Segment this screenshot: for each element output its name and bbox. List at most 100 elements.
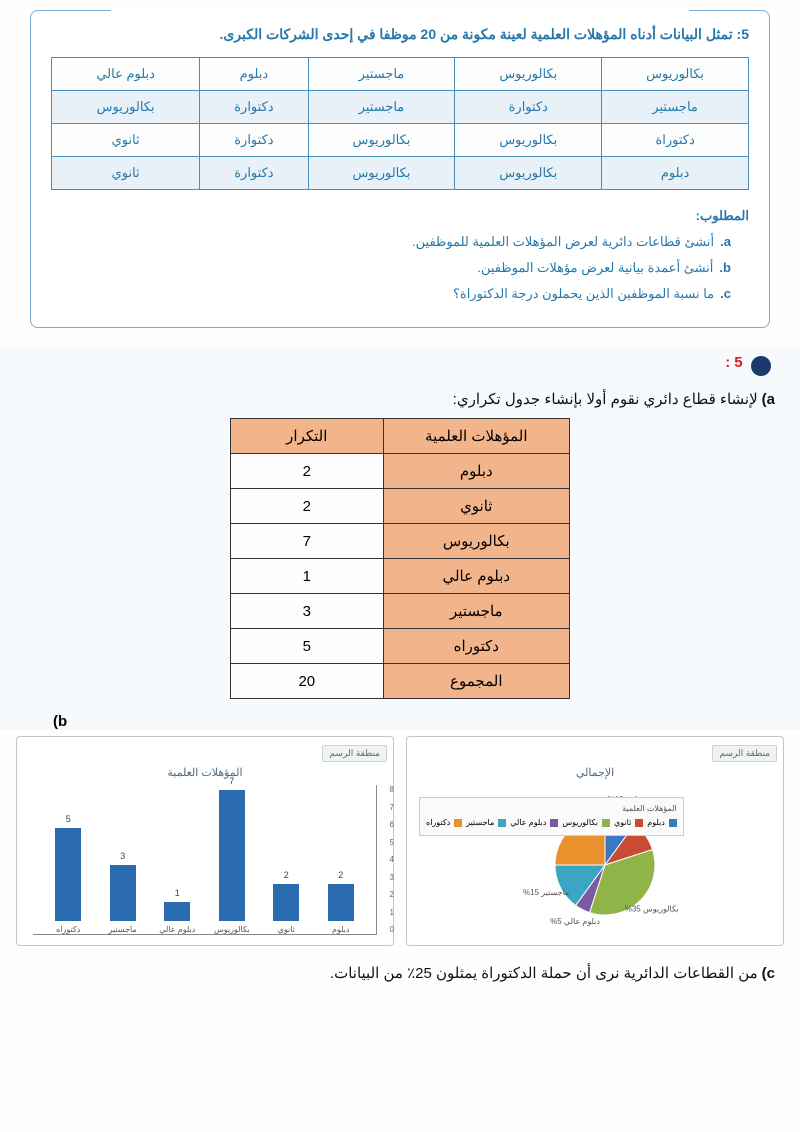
- pie-chart-title: الإجمالي: [413, 766, 777, 779]
- bar-chart-box: منطقة الرسم المؤهلات العلمية 012345678 5…: [16, 736, 394, 946]
- freq-header-cat: المؤهلات العلمية: [383, 419, 569, 454]
- frequency-table: المؤهلات العلمية التكرار دبلوم2ثانوي2بكا…: [230, 418, 570, 699]
- bar-y-labels: 012345678: [390, 785, 394, 934]
- bar: 5: [55, 828, 81, 921]
- freq-val: 5: [231, 629, 384, 664]
- legend-label: دبلوم: [647, 818, 665, 827]
- bar-label: بكالوريوس: [214, 925, 250, 934]
- req-b-letter: b.: [719, 260, 731, 275]
- bar: 7: [219, 790, 245, 921]
- bar-item: 7 بكالوريوس: [217, 790, 247, 934]
- bar-group: 5دكتوراه3ماجستير1دبلوم عالي7بكالوريوس2ثا…: [41, 785, 368, 934]
- pie-legend: المؤهلات العلمية دبلوم ثانوي بكالوريوس دبلو…: [419, 797, 684, 836]
- pie-slice-label: دبلوم عالي 5%: [550, 917, 600, 926]
- req-a-letter: a.: [720, 234, 731, 249]
- req-c-letter: c.: [720, 286, 731, 301]
- y-tick: 2: [390, 890, 394, 899]
- freq-cat: ثانوي: [383, 489, 569, 524]
- freq-val: 2: [231, 454, 384, 489]
- bar-chart-area: 012345678 5دكتوراه3ماجستير1دبلوم عالي7بك…: [33, 785, 377, 935]
- freq-val: 2: [231, 489, 384, 524]
- answer-number: 5: [734, 354, 742, 371]
- data-cell: دكتوراة: [602, 124, 749, 157]
- freq-cat: المجموع: [383, 664, 569, 699]
- bar-label: دبلوم عالي: [159, 925, 195, 934]
- y-tick: 1: [390, 908, 394, 917]
- pie-slice-label: ماجستير 15%: [523, 888, 569, 897]
- y-tick: 3: [390, 873, 394, 882]
- y-tick: 0: [390, 925, 394, 934]
- data-cell: بكالوريوس: [455, 124, 602, 157]
- data-cell: دكتوارة: [200, 124, 308, 157]
- legend-item: ماجستير: [466, 818, 506, 827]
- req-c-text: ما نسبة الموظفين الذين يحملون درجة الدكت…: [453, 286, 714, 301]
- legend-swatch: [498, 819, 506, 827]
- legend-label: دكتوراه: [426, 818, 450, 827]
- required-label: المطلوب:: [51, 208, 749, 224]
- question-box: 5: تمثل البيانات أدناه المؤهلات العلمية …: [30, 10, 770, 328]
- bar: 2: [273, 884, 299, 921]
- req-a: a. أنشئ قطاعات دائرية لعرض المؤهلات العلم…: [51, 234, 731, 250]
- data-cell: ثانوي: [52, 124, 200, 157]
- y-tick: 7: [390, 803, 394, 812]
- q-text-before: : تمثل البيانات أدناه المؤهلات العلمية ل…: [436, 26, 741, 42]
- data-cell: دكتوارة: [455, 91, 602, 124]
- q-text-after: موظفا في إحدى الشركات الكبرى.: [219, 26, 420, 42]
- bar: 2: [328, 884, 354, 921]
- data-cell: ماجستير: [602, 91, 749, 124]
- y-tick: 8: [390, 785, 394, 794]
- pie-legend-title: المؤهلات العلمية: [426, 804, 677, 813]
- legend-swatch: [602, 819, 610, 827]
- legend-swatch: [454, 819, 462, 827]
- freq-cat: ماجستير: [383, 594, 569, 629]
- bar-item: 2 دبلوم: [326, 884, 356, 934]
- bar-value: 1: [164, 888, 190, 898]
- bar-box-label: منطقة الرسم: [322, 745, 387, 762]
- data-cell: بكالوريوس: [455, 157, 602, 190]
- bar-value: 2: [273, 870, 299, 880]
- legend-label: ماجستير: [466, 818, 494, 827]
- data-cell: دبلوم: [602, 157, 749, 190]
- bar-label: دبلوم: [332, 925, 350, 934]
- bar-item: 1 دبلوم عالي: [162, 902, 192, 934]
- legend-swatch: [635, 819, 643, 827]
- answer-c-letter: c): [762, 965, 775, 982]
- data-cell: بكالوريوس: [602, 58, 749, 91]
- legend-label: دبلوم عالي: [510, 818, 546, 827]
- data-cell: ماجستير: [308, 91, 455, 124]
- bar: 3: [110, 865, 136, 921]
- bar: 1: [164, 902, 190, 921]
- data-cell: بكالوريوس: [52, 91, 200, 124]
- pie-box-label: منطقة الرسم: [712, 745, 777, 762]
- data-cell: ماجستير: [308, 58, 455, 91]
- legend-item: بكالوريوس: [562, 818, 610, 827]
- data-grid-table: بكالوريوسبكالوريوسماجستيردبلومدبلوم عالي…: [51, 57, 749, 190]
- req-c: c. ما نسبة الموظفين الذين يحملون درجة الد…: [51, 286, 731, 302]
- data-cell: بكالوريوس: [308, 124, 455, 157]
- bar-label: دكتوراه: [56, 925, 80, 934]
- bar-value: 7: [219, 776, 245, 786]
- pie-chart-box: منطقة الرسم الإجمالي دبلوم 10%ثانوي 10%ب…: [406, 736, 784, 946]
- q-number: 5: [741, 26, 749, 42]
- data-cell: دكتوارة: [200, 91, 308, 124]
- req-a-text: أنشئ قطاعات دائرية لعرض المؤهلات العلمية…: [412, 234, 714, 249]
- legend-item: دبلوم عالي: [510, 818, 558, 827]
- q-count: 20: [421, 26, 437, 42]
- y-tick: 6: [390, 820, 394, 829]
- answer-colon: :: [725, 354, 730, 371]
- freq-val: 1: [231, 559, 384, 594]
- data-cell: بكالوريوس: [455, 58, 602, 91]
- req-b-text: أنشئ أعمدة بيانية لعرض مؤهلات الموظفين.: [477, 260, 713, 275]
- bar-item: 3ماجستير: [108, 865, 138, 934]
- legend-label: ثانوي: [614, 818, 631, 827]
- answer-a-text: لإنشاء قطاع دائري نقوم أولا بإنشاء جدول …: [453, 391, 758, 408]
- freq-cat: دبلوم عالي: [383, 559, 569, 594]
- answer-b-label: b): [53, 713, 775, 730]
- legend-swatch: [669, 819, 677, 827]
- req-b: b. أنشئ أعمدة بيانية لعرض مؤهلات الموظفين…: [51, 260, 731, 276]
- data-cell: دبلوم: [200, 58, 308, 91]
- legend-label: بكالوريوس: [562, 818, 598, 827]
- charts-row: منطقة الرسم الإجمالي دبلوم 10%ثانوي 10%ب…: [0, 736, 800, 960]
- freq-val: 20: [231, 664, 384, 699]
- answer-a-letter: a): [762, 391, 775, 408]
